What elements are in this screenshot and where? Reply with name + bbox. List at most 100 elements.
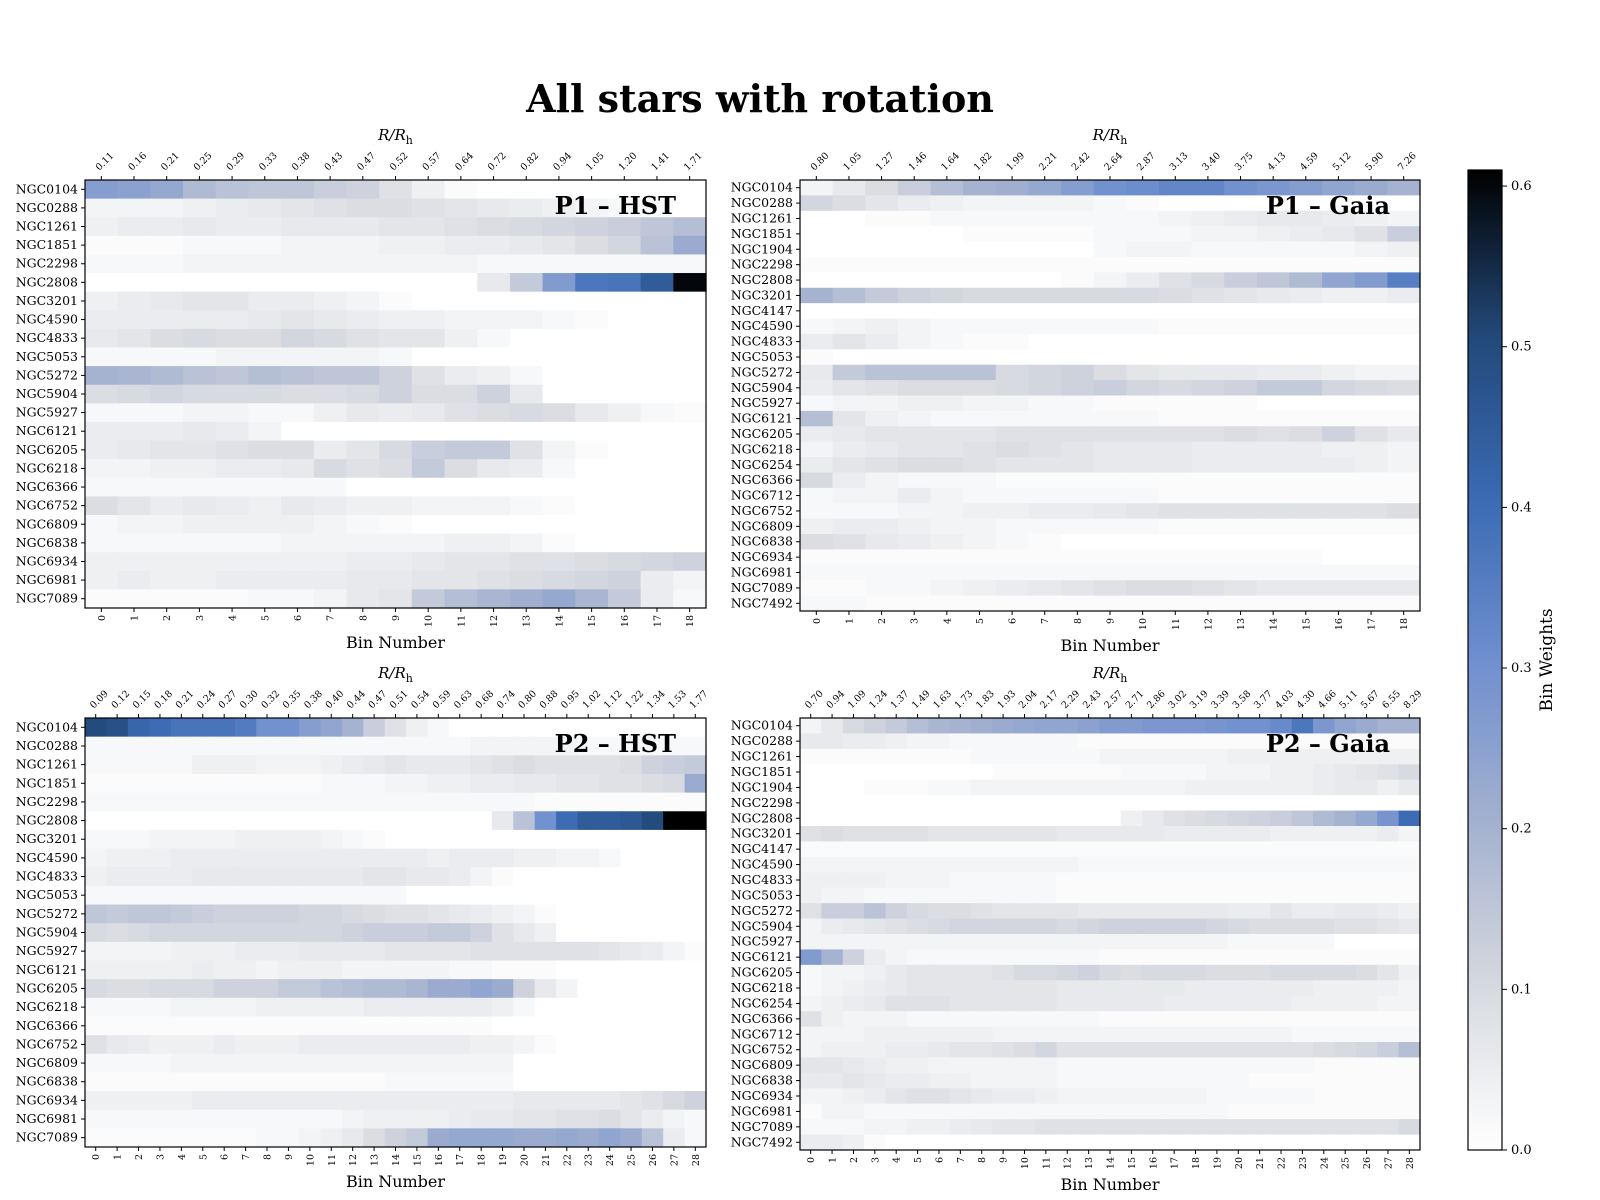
heatmap-cell: [641, 811, 664, 831]
heatmap-cell: [1291, 1042, 1314, 1059]
heatmap-cell: [406, 755, 429, 775]
heatmap-cell: [85, 347, 119, 367]
heatmap-cell: [363, 1109, 386, 1129]
heatmap-cell: [213, 1128, 236, 1148]
heatmap-cell: [864, 856, 887, 873]
heatmap-cell: [1191, 333, 1225, 350]
heatmap-cell: [234, 979, 257, 999]
heatmap-cell: [363, 755, 386, 775]
heatmap-cell: [556, 923, 579, 943]
heatmap-cell: [575, 421, 609, 442]
heatmap-cell: [1387, 272, 1421, 289]
heatmap-cell: [575, 180, 609, 200]
heatmap-cell: [864, 748, 887, 765]
heatmap-cell: [1099, 1119, 1122, 1136]
heatmap-cell: [865, 564, 899, 581]
heatmap-cell: [1206, 1103, 1229, 1120]
heatmap-cell: [1387, 195, 1421, 212]
heatmap-cell: [1013, 903, 1036, 920]
heatmap-cell: [1313, 718, 1336, 735]
heatmap-cell: [234, 755, 257, 775]
heatmap-cell: [1142, 1088, 1165, 1105]
heatmap-cell: [106, 1053, 129, 1073]
heatmap-cell: [1387, 303, 1421, 320]
heatmap-cell: [684, 1128, 707, 1148]
heatmap-cell: [897, 364, 932, 381]
heatmap-cell: [346, 533, 380, 553]
heatmap-cell: [971, 1072, 994, 1089]
heatmap-cell: [928, 1072, 951, 1089]
heatmap-cell: [513, 1091, 536, 1111]
heatmap-cell: [1224, 226, 1258, 243]
heatmap-cell: [379, 180, 413, 200]
heatmap-cell: [1398, 1072, 1421, 1089]
heatmap-cell: [411, 366, 446, 386]
heatmap-cell: [1142, 810, 1165, 827]
heatmap-cell: [1248, 1072, 1271, 1089]
heatmap-cell: [1206, 1026, 1229, 1043]
heatmap-cell: [575, 459, 609, 479]
row-label: NGC5272: [16, 367, 78, 382]
heatmap-cell: [607, 533, 642, 553]
x-tick-label: 3: [910, 618, 921, 624]
heatmap-cell: [320, 885, 343, 906]
top-tick-label: 0.63: [452, 688, 475, 711]
heatmap-cell: [865, 256, 899, 273]
heatmap-cell: [1142, 1103, 1165, 1120]
heatmap-cell: [427, 718, 450, 738]
heatmap-cell: [513, 1016, 536, 1036]
heatmap-cell: [127, 1016, 150, 1036]
heatmap-cell: [906, 918, 929, 935]
heatmap-cell: [149, 885, 172, 906]
heatmap-cell: [821, 995, 844, 1012]
heatmap-cell: [1093, 580, 1127, 597]
heatmap-cell: [640, 310, 674, 330]
row-label: NGC7089: [731, 580, 793, 595]
heatmap-cell: [363, 1035, 386, 1055]
heatmap-cell: [1013, 841, 1036, 858]
heatmap-cell: [509, 235, 544, 256]
heatmap-cell: [513, 867, 536, 887]
heatmap-cell: [1099, 733, 1122, 750]
heatmap-cell: [992, 1042, 1015, 1059]
heatmap-cell: [1191, 349, 1225, 366]
heatmap-cell: [865, 287, 899, 304]
top-tick-label: 2.04: [1017, 688, 1040, 711]
heatmap-cell: [470, 736, 493, 756]
heatmap-cell: [575, 496, 609, 516]
heatmap-cell: [949, 1026, 972, 1043]
heatmap-cell: [1206, 779, 1229, 796]
heatmap-cell: [1270, 748, 1293, 765]
heatmap-cell: [127, 960, 150, 980]
heatmap-cell: [995, 564, 1030, 581]
heatmap-cell: [1158, 487, 1193, 504]
heatmap-cell: [1387, 564, 1421, 581]
heatmap-cell: [1163, 1042, 1186, 1059]
heatmap-cell: [1158, 410, 1193, 427]
heatmap-cell: [320, 755, 343, 775]
heatmap-cell: [1270, 995, 1293, 1012]
heatmap-cell: [906, 903, 929, 920]
heatmap-cell: [542, 384, 576, 404]
heatmap-cell: [1248, 1119, 1271, 1136]
heatmap-cell: [379, 366, 413, 386]
heatmap-cell: [509, 273, 544, 293]
row-label: NGC6712: [731, 1026, 793, 1041]
heatmap-cell: [1142, 718, 1165, 735]
heatmap-cell: [1313, 1134, 1336, 1151]
heatmap-cell: [1248, 964, 1271, 981]
heatmap-cell: [1142, 995, 1165, 1012]
x-tick-label: 9: [999, 1157, 1010, 1163]
heatmap-cell: [1227, 918, 1250, 935]
heatmap-cell: [992, 841, 1015, 858]
heatmap-cell: [346, 310, 380, 330]
heatmap-cell: [427, 885, 450, 906]
heatmap-cell: [684, 1091, 707, 1111]
heatmap-cell: [1120, 748, 1143, 765]
heatmap-cell: [149, 1091, 172, 1111]
heatmap-cell: [1270, 934, 1293, 951]
heatmap-cell: [1028, 580, 1062, 597]
heatmap-cell: [406, 718, 429, 738]
heatmap-cell: [1354, 364, 1388, 381]
heatmap-cell: [477, 496, 511, 516]
